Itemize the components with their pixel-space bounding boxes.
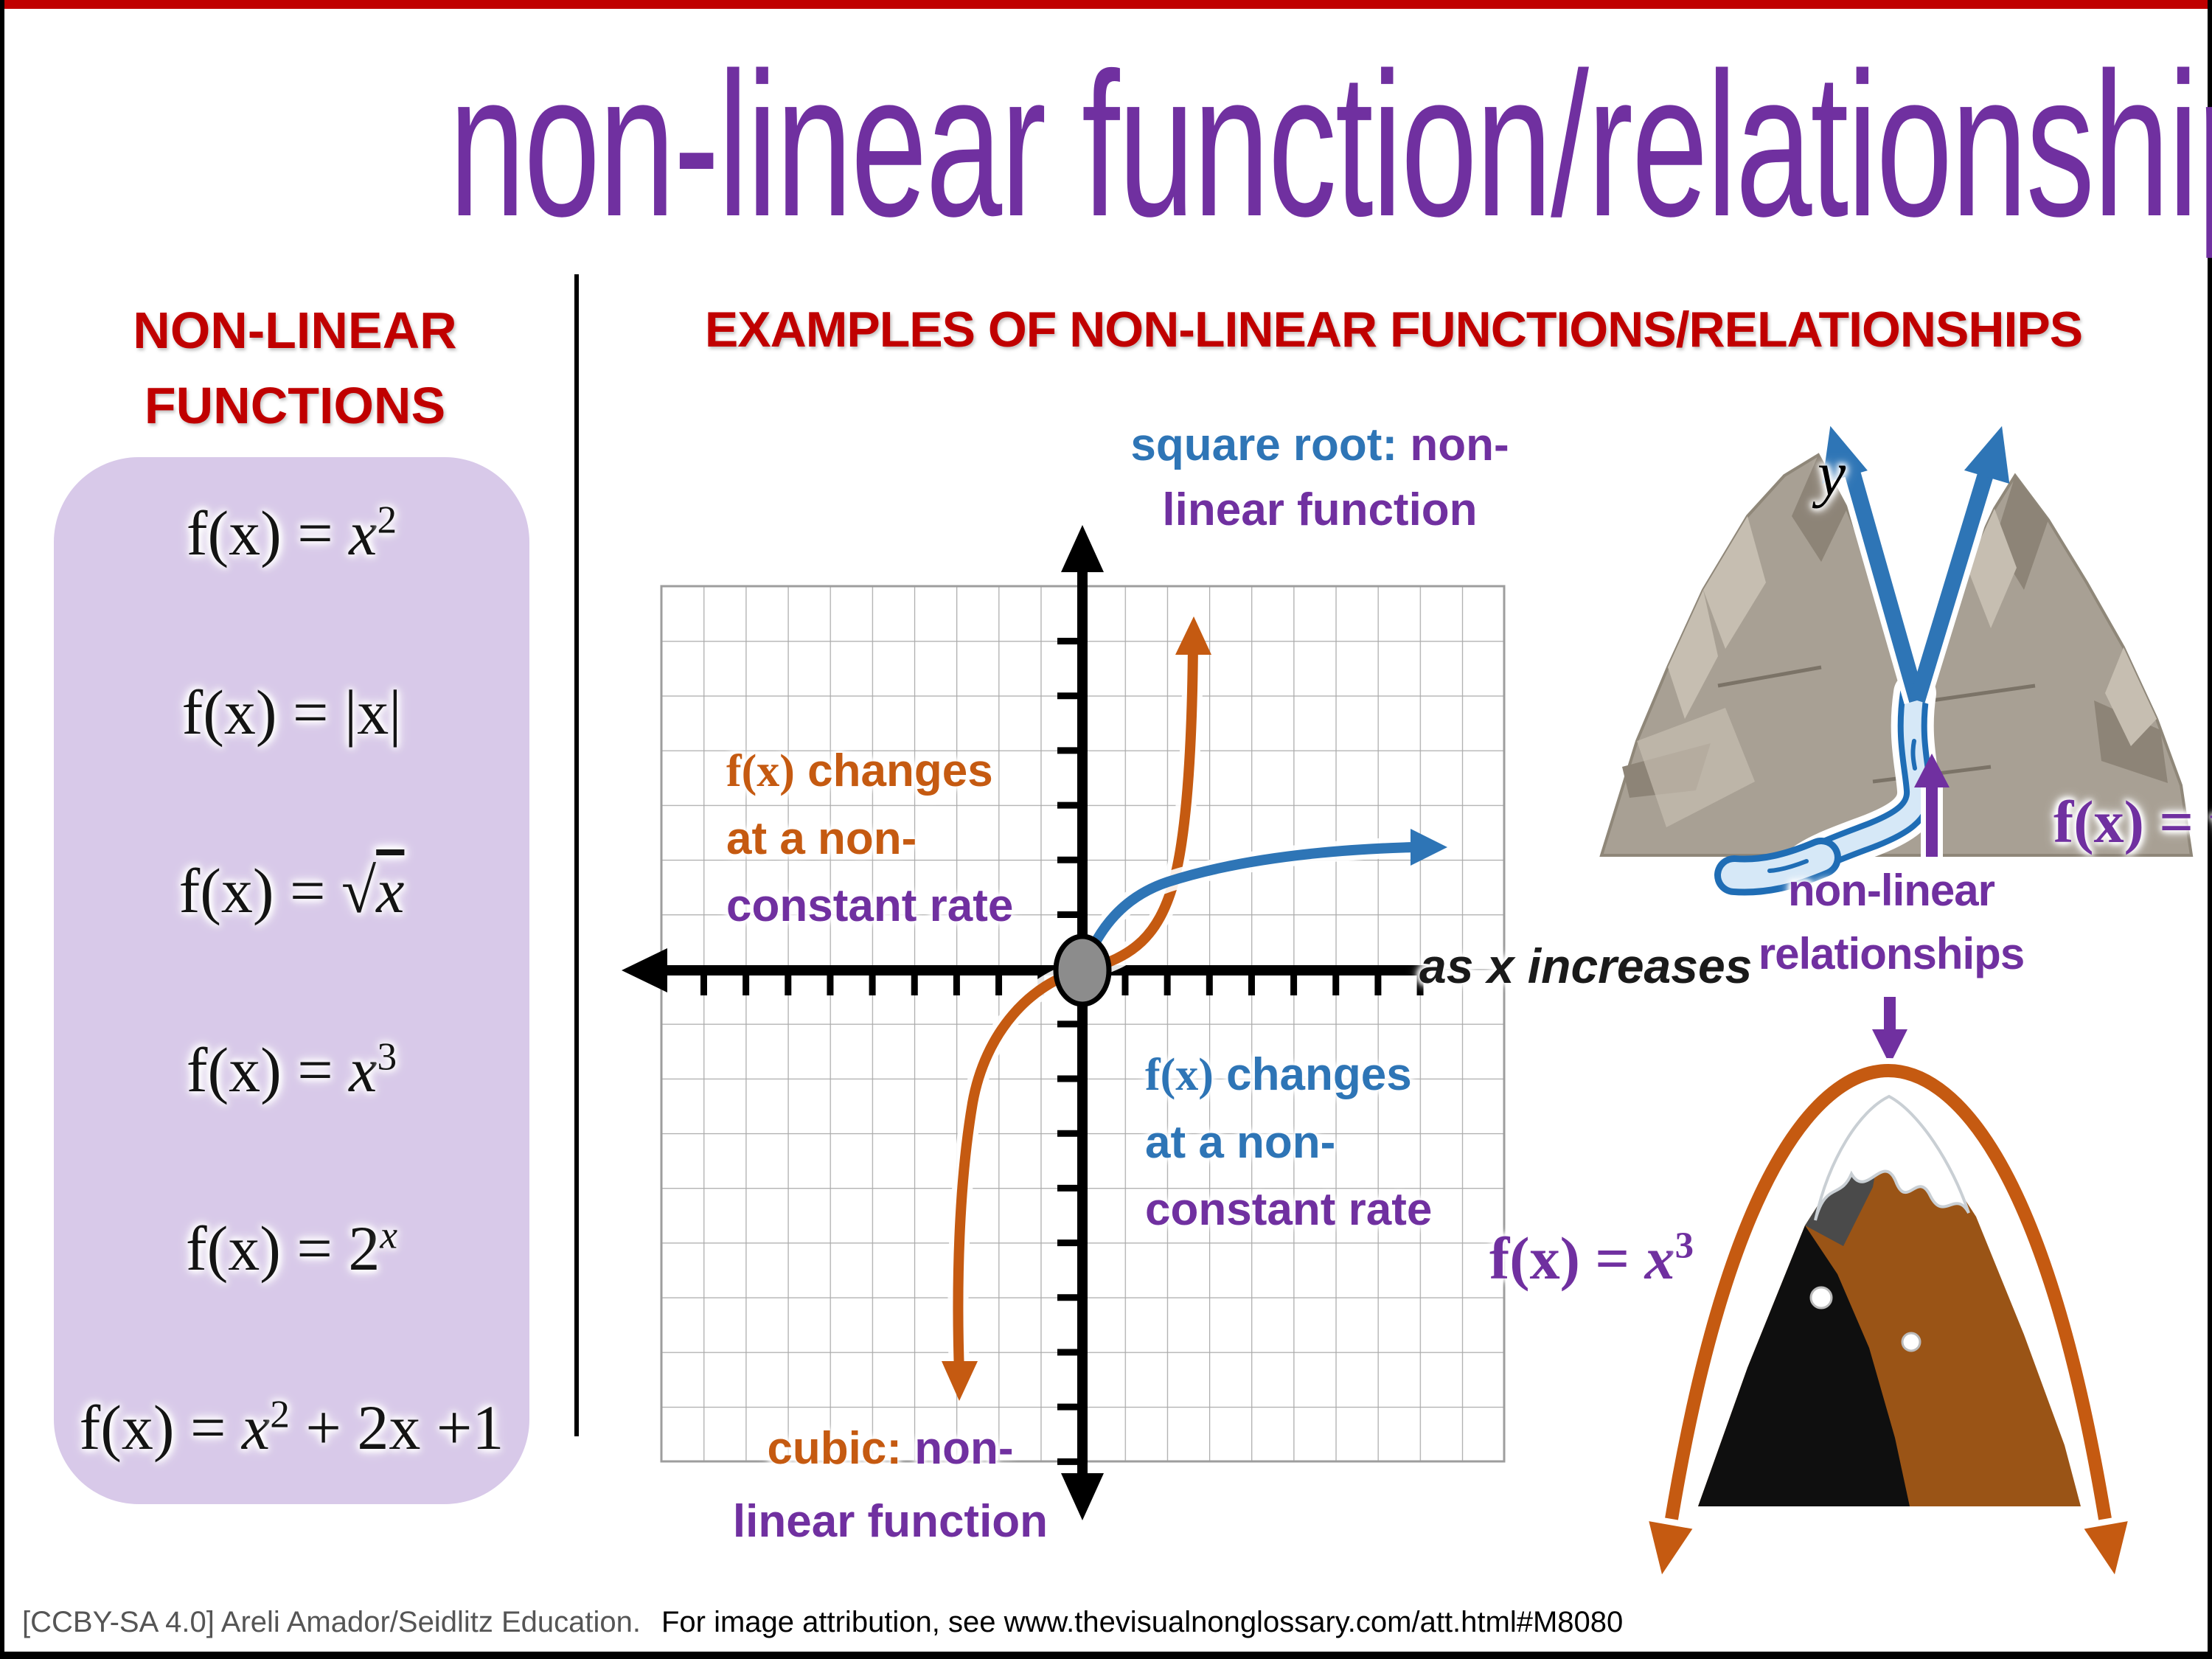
formula-examples-box: f(x) = x2 f(x) = |x| f(x) = √x f(x) = x3… — [54, 457, 529, 1504]
as-x-increases-label: as x increases — [1419, 939, 1753, 993]
sqrt-curve — [1077, 842, 1415, 973]
mountain-facet-light — [1637, 708, 1755, 827]
bottom-border-bar — [0, 1652, 2212, 1659]
brown-mountain-illustration — [1649, 1057, 2128, 1575]
left-border-bar — [0, 0, 4, 1659]
y-axis-top-arrowhead — [1061, 525, 1104, 572]
sqrt-rate-annotation: f(x) changes at a non- constant rate — [1145, 1041, 1432, 1243]
mountain-facet-light — [1703, 516, 1766, 649]
fx-equals-sqrt-x-label: f(x) = √x — [2053, 788, 2212, 855]
rel-label-line2: relationships — [1758, 928, 2025, 978]
rel-label-line1: non-linear — [1787, 866, 1995, 915]
orange-label-line3: constant rate — [726, 880, 1014, 932]
page-title: non-linear function/relationship — [0, 29, 2212, 259]
attribution-text: For image attribution, see www.thevisual… — [661, 1606, 1624, 1638]
y-axis-label: y — [1818, 438, 1846, 509]
cubic-curve-label: cubic: non- linear function — [689, 1412, 1091, 1558]
blue-label-line3: constant rate — [1145, 1184, 1433, 1236]
blue-label-line2: at a non- — [1145, 1117, 1336, 1169]
attribution-footer: [CCBY-SA 4.0] Areli Amador/Seidlitz Educ… — [22, 1606, 1623, 1639]
v-arrow-left-shaft — [1844, 469, 1925, 703]
formula-x-cubed: f(x) = x3 — [186, 1034, 397, 1105]
non-linear-relationships-label: non-linear relationships — [1718, 859, 2065, 986]
formula-quadratic: f(x) = x2 + 2x +1 — [79, 1391, 504, 1463]
mountain-facet-light — [1668, 590, 1718, 719]
sqrt-curve-arrowhead — [1411, 829, 1447, 866]
sqrt-label-blue-part: square root: — [1130, 420, 1411, 470]
page-title-text: non-linear function/relationship — [448, 29, 2212, 259]
orange-label-line2: at a non- — [726, 813, 917, 865]
v-arrow-right-shaft — [1909, 469, 1994, 703]
snow-dot — [1809, 1286, 1833, 1310]
cubic-label-orange-part: cubic: — [767, 1423, 915, 1474]
formula-square-root: f(x) = √x — [178, 855, 405, 927]
mountain-facet-light — [2105, 647, 2157, 746]
v-arrow-left-arrowhead — [1822, 425, 1868, 484]
down-arrowhead — [1872, 1029, 1907, 1065]
origin-point — [1053, 933, 1112, 1007]
left-heading-line1: NON-LINEAR — [133, 302, 457, 359]
orange-label-line1: changes — [794, 745, 993, 796]
cubic-label-purple-part: non- — [914, 1423, 1014, 1474]
license-text: [CCBY-SA 4.0] Areli Amador/Seidlitz Educ… — [22, 1606, 641, 1638]
parabola-right-arrowhead — [2084, 1521, 2128, 1575]
orange-label-fx: f(x) — [726, 746, 795, 796]
snow-dot — [1901, 1332, 1921, 1352]
parabola-left-arrowhead — [1649, 1521, 1693, 1575]
blue-label-fx: f(x) — [1145, 1050, 1214, 1100]
top-border-bar — [0, 0, 2212, 9]
cubic-rate-annotation: f(x) changes at a non- constant rate — [726, 737, 1013, 939]
formula-absolute-value: f(x) = |x| — [181, 676, 402, 748]
x-axis-left-arrowhead — [622, 948, 667, 992]
cubic-label-line2: linear function — [732, 1496, 1048, 1548]
up-arrowhead — [1914, 754, 1950, 787]
y-axis-bottom-arrowhead — [1061, 1473, 1104, 1520]
examples-heading: EXAMPLES OF NON-LINEAR FUNCTIONS/RELATIO… — [704, 302, 2083, 358]
mountain-facet-dark — [1792, 455, 1847, 562]
brown-mountain-black-peak — [1698, 1225, 1910, 1506]
square-root-curve-label: square root: non- linear function — [1110, 413, 1530, 543]
right-border-bar — [2208, 0, 2212, 1659]
sqrt-label-purple-part: non- — [1410, 420, 1509, 470]
mountain-facet-light — [1967, 509, 2017, 628]
waterfall-illustration — [1714, 672, 1940, 896]
relationship-arrows — [1872, 754, 1950, 1065]
cubic-curve-top-arrowhead — [1175, 616, 1211, 655]
cubic-curve-bottom-arrowhead — [942, 1361, 978, 1401]
v-arrow-right-arrowhead — [1964, 425, 2010, 484]
v-shape-arrows — [1822, 425, 2010, 705]
formula-exponential: f(x) = 2x — [185, 1212, 398, 1284]
water-detail-lines — [1767, 739, 1917, 873]
sqrt-label-line2: linear function — [1162, 484, 1478, 536]
blue-label-line1: changes — [1213, 1049, 1412, 1100]
parabola-curve — [1665, 1063, 2112, 1520]
snow-cap — [1814, 1094, 1970, 1221]
formula-x-squared: f(x) = x2 — [186, 497, 397, 568]
fx-equals-x-cubed-label: f(x) = x3 — [1489, 1225, 1694, 1292]
